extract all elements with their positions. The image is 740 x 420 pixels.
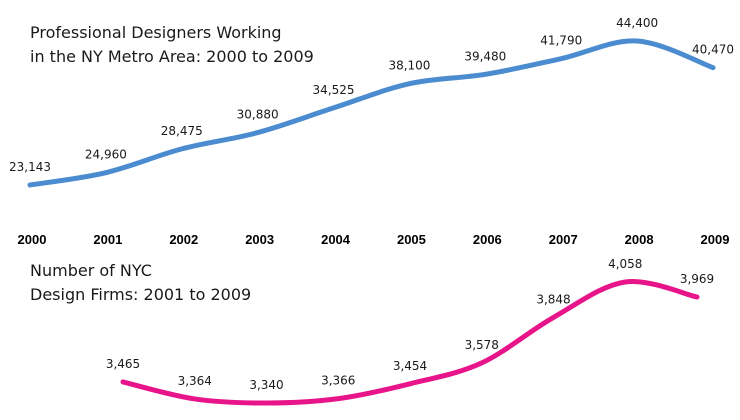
series-line [120, 279, 700, 406]
x-tick-label: 2004 [321, 232, 351, 247]
x-tick-label: 2002 [169, 232, 198, 247]
data-label: 38,100 [388, 59, 430, 73]
x-tick-label: 2001 [93, 232, 122, 247]
data-label: 3,465 [106, 357, 140, 371]
data-label: 24,960 [85, 148, 127, 162]
data-label: 23,143 [9, 160, 51, 174]
data-label: 3,848 [536, 292, 570, 306]
data-label: 3,340 [249, 378, 283, 392]
data-label: 39,480 [464, 49, 506, 63]
data-label: 4,058 [608, 257, 642, 271]
data-label: 3,578 [465, 338, 499, 352]
x-tick-label: 2009 [701, 232, 730, 247]
chart-title-line-1: Number of NYC [30, 261, 152, 280]
data-label: 3,454 [393, 359, 427, 373]
x-tick-label: 2000 [18, 232, 47, 247]
x-tick-label: 2005 [397, 232, 426, 247]
data-label: 3,969 [680, 272, 714, 286]
design-firms-chart: Number of NYC Design Firms: 2001 to 2009… [30, 257, 714, 406]
data-label: 28,475 [161, 124, 203, 138]
data-label: 40,470 [692, 43, 734, 57]
data-label: 3,366 [321, 374, 355, 388]
chart-title-line-2: Design Firms: 2001 to 2009 [30, 285, 251, 304]
data-label: 44,400 [616, 16, 658, 30]
x-tick-label: 2008 [625, 232, 654, 247]
data-label: 3,364 [178, 374, 212, 388]
chart-title-line-1: Professional Designers Working [30, 23, 282, 42]
data-label: 30,880 [237, 108, 279, 122]
data-label: 34,525 [313, 83, 355, 97]
x-tick-label: 2006 [473, 232, 502, 247]
designers-chart: Professional Designers Working in the NY… [9, 16, 734, 247]
x-tick-label: 2007 [549, 232, 578, 247]
x-tick-label: 2003 [245, 232, 274, 247]
data-label: 41,790 [540, 34, 582, 48]
series-line [27, 38, 716, 188]
chart-title-line-2: in the NY Metro Area: 2000 to 2009 [30, 47, 314, 66]
